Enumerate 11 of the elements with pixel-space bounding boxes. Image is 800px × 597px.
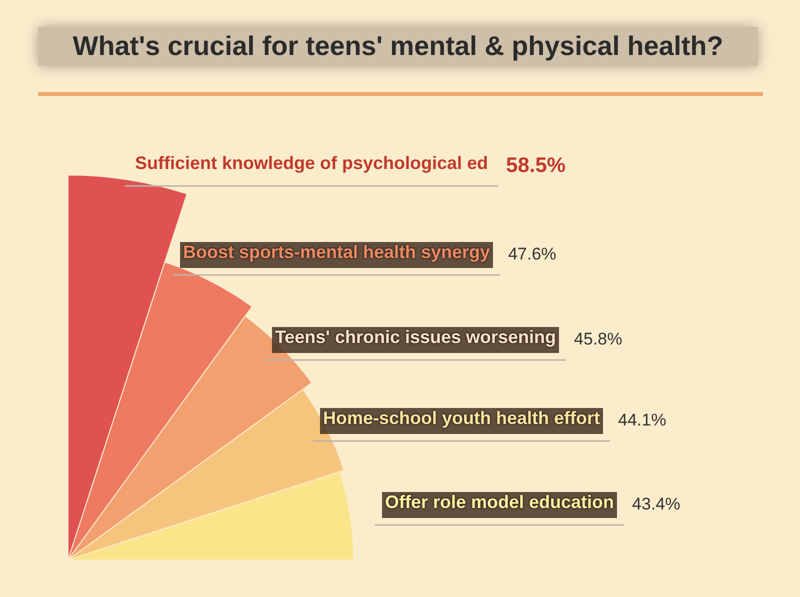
category-label: Teens' chronic issues worsening (272, 327, 560, 353)
data-label: 45.8% (574, 330, 622, 349)
category-label: Boost sports-mental health synergy (180, 242, 494, 268)
data-label: 47.6% (508, 244, 556, 264)
data-label: 44.1% (618, 410, 666, 430)
data-label: 43.4% (632, 494, 680, 514)
category-label: Home-school youth health effort (320, 408, 604, 434)
category-label: Offer role model education (382, 492, 618, 518)
category-label: Sufficient knowledge of psychological ed (134, 153, 490, 175)
text: What's crucial for teens' mental & physical health? (38, 27, 758, 66)
data-label: 58.5% (506, 154, 566, 177)
